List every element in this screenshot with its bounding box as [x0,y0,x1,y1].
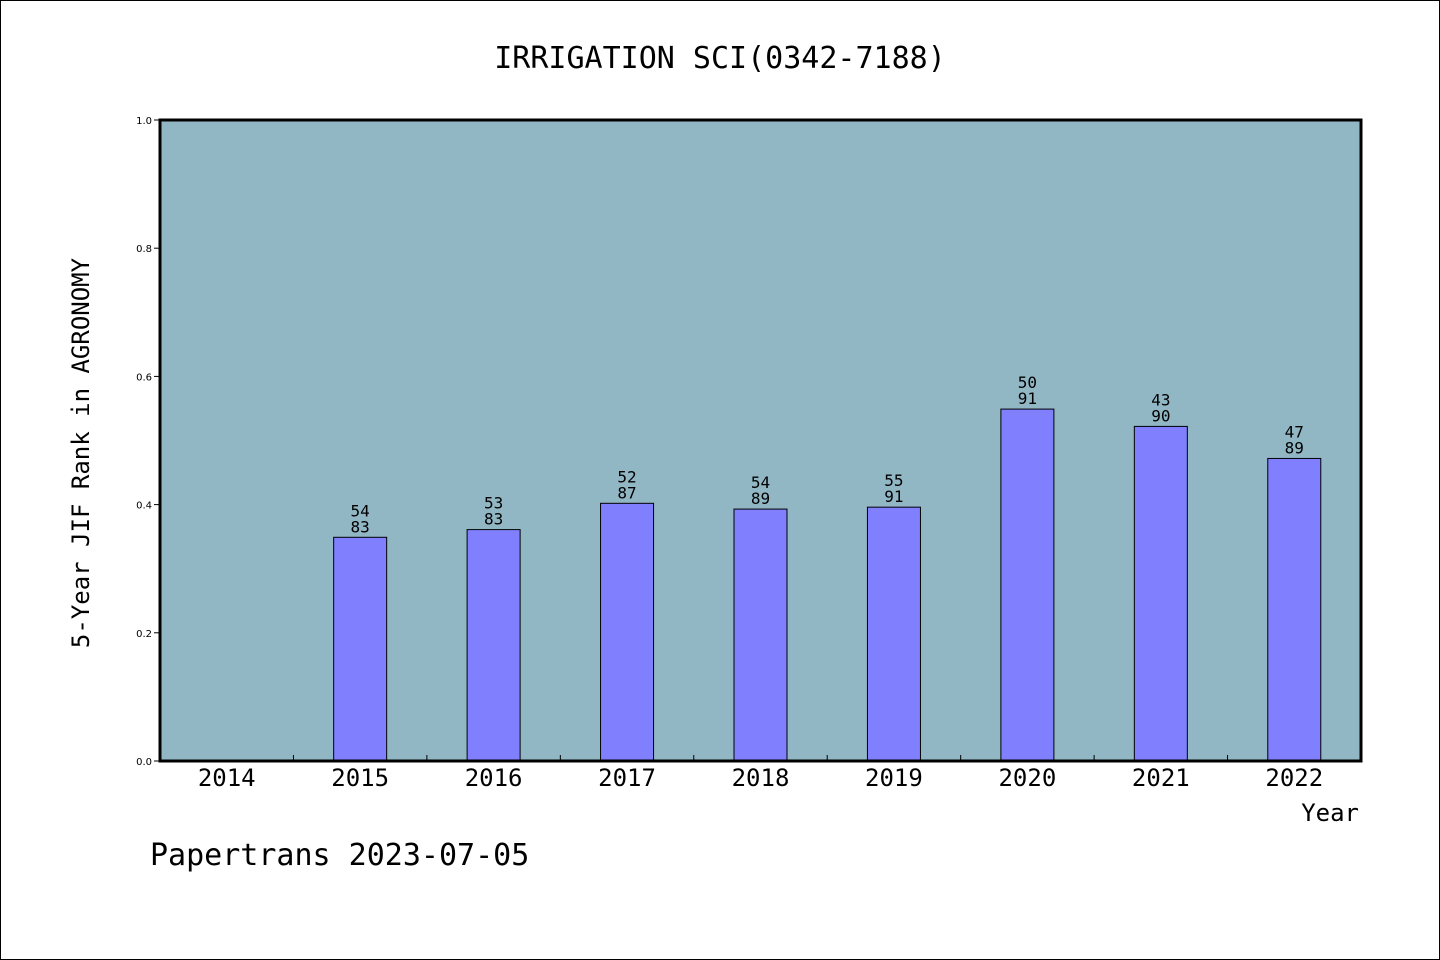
bar [333,536,388,762]
y-tick-label: 0.8 [136,244,152,255]
bar-label-total: 87 [617,483,636,502]
bar-label-rank: 52 [617,467,636,486]
bar-label-rank: 53 [484,494,503,513]
bar [1133,425,1188,762]
bar-label-total: 89 [751,489,770,508]
x-tick-label: 2016 [465,764,523,792]
bar-label-total: 83 [351,517,370,536]
x-tick-label: 2015 [331,764,389,792]
bar [1000,408,1055,762]
x-tick-label: 2014 [198,764,256,792]
x-tick-label: 2020 [998,764,1056,792]
x-tick-label: 2021 [1132,764,1190,792]
bar-label-rank: 43 [1151,390,1170,409]
bar [733,508,788,762]
bar-label-total: 91 [884,487,903,506]
chart-title: IRRIGATION SCI(0342-7188) [494,41,946,76]
x-tick-label: 2022 [1265,764,1323,792]
y-tick-label: 0.2 [136,629,152,640]
bar [600,502,655,762]
bar-label-rank: 55 [884,471,903,490]
bar-label-total: 91 [1018,389,1037,408]
x-tick-label: 2017 [598,764,656,792]
footer-text: Papertrans 2023-07-05 [150,838,529,873]
x-axis: 2014 2015 2016 2017 2018 2019 2020 2021 2022 [198,755,1323,792]
y-tick-label: 0.4 [136,501,152,512]
y-tick-label: 0.0 [136,757,152,768]
bar-label-total: 89 [1285,438,1304,457]
bar-label-rank: 54 [351,501,370,520]
y-tick-label: 0.6 [136,372,152,383]
bar-label-rank: 47 [1285,422,1304,441]
bar-label-rank: 54 [751,473,770,492]
bar [1267,457,1322,762]
y-tick-label: 1.0 [136,116,152,127]
bar [866,506,921,762]
y-axis-label: 5-Year JIF Rank in AGRONOMY [67,257,95,648]
bar-label-total: 83 [484,510,503,529]
bar-label-rank: 50 [1018,373,1037,392]
x-tick-label: 2018 [732,764,790,792]
bar [466,529,521,762]
x-axis-label: Year [1301,799,1359,827]
y-axis: 0.0 0.2 0.4 0.6 0.8 1.0 [136,116,160,768]
bar-label-total: 90 [1151,406,1170,425]
plot-border [158,118,1363,763]
x-tick-label: 2019 [865,764,923,792]
